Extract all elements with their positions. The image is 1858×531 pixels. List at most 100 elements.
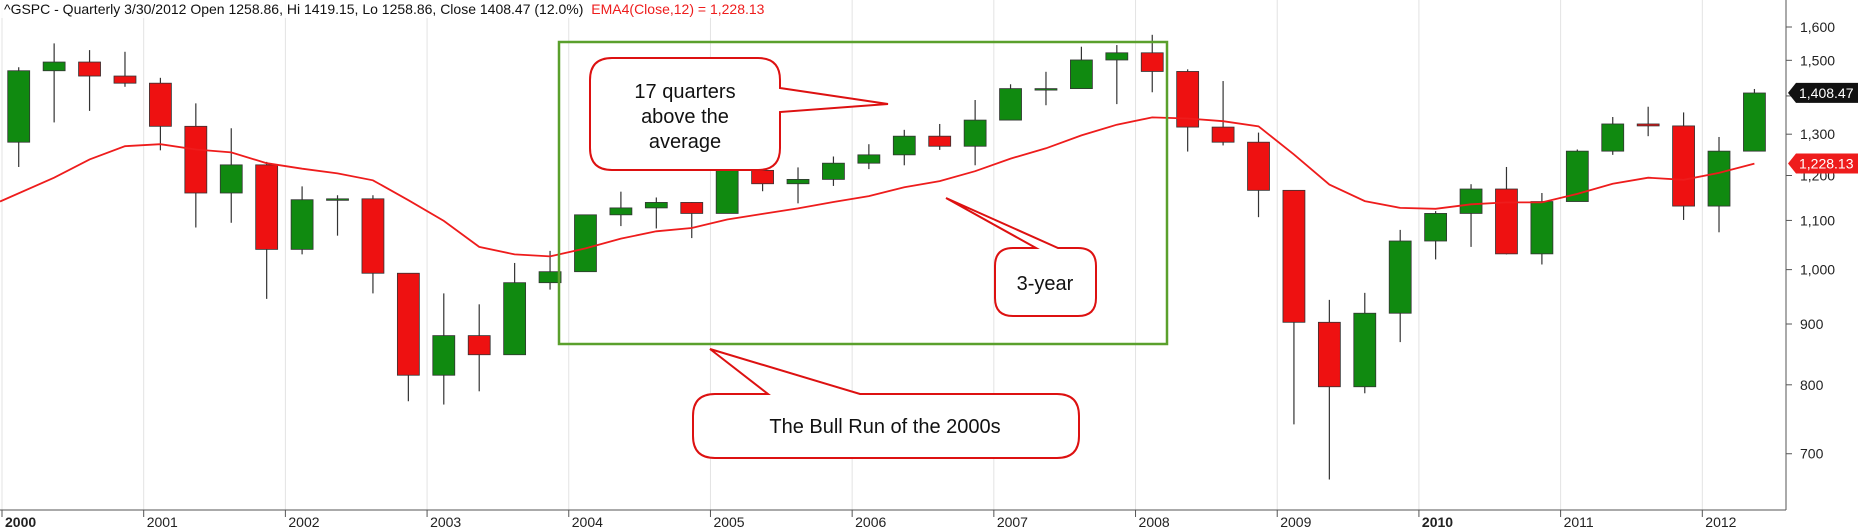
candle-body (42, 61, 66, 72)
candle (609, 191, 633, 227)
candle (1707, 136, 1731, 233)
candle-body (1353, 312, 1377, 388)
callout-bull-run-text: The Bull Run of the 2000s (769, 416, 1000, 438)
callout-3-year-text: 3-year (1017, 273, 1074, 295)
candle (1176, 69, 1200, 152)
candle (326, 195, 349, 236)
candle-body (113, 75, 137, 84)
candle-body (574, 214, 597, 273)
candle (1070, 46, 1093, 90)
candles (7, 34, 1766, 480)
candle (786, 167, 810, 204)
candle-body (1424, 213, 1448, 242)
y-tick-label: 700 (1800, 446, 1824, 462)
candle (892, 129, 916, 166)
last-price-tag: 1,408.47 (1788, 82, 1858, 103)
candle (219, 128, 243, 223)
y-tick-label: 800 (1800, 377, 1824, 393)
candle (574, 214, 597, 273)
candle (715, 168, 739, 214)
candle (1424, 211, 1448, 260)
callout-bull-run-bubble (692, 348, 1080, 459)
candle (1353, 292, 1377, 394)
candle (149, 77, 172, 151)
candle-body (1743, 92, 1766, 152)
candle (184, 103, 208, 228)
candle-body (857, 154, 881, 164)
callout-17-quarters: 17 quarters above the average (589, 57, 889, 171)
candle-body (609, 207, 633, 216)
candle (1459, 184, 1483, 247)
candle (1601, 117, 1625, 155)
x-tick-label: 2003 (430, 514, 461, 530)
candle-body (1034, 88, 1058, 91)
candle (467, 304, 491, 392)
callout-17-quarters-line3: average (649, 131, 721, 153)
candle-body (822, 162, 845, 180)
candle-body (7, 70, 31, 143)
header-backdrop (0, 0, 800, 18)
ema-price-tag-label: 1,228.13 (1799, 156, 1854, 172)
candle (538, 250, 562, 290)
x-tick-label: 2008 (1139, 514, 1170, 530)
candle-body (290, 199, 314, 250)
candle-body (1672, 125, 1695, 207)
candle (1140, 34, 1164, 93)
x-tick-label: 2012 (1705, 514, 1736, 530)
candle-body (396, 272, 420, 376)
x-tick-label: 2002 (288, 514, 319, 530)
candle (78, 50, 101, 111)
chart-header-line: ^GSPC - Quarterly 3/30/2012 Open 1258.86… (4, 1, 765, 17)
candle (42, 43, 66, 123)
candle-body (963, 119, 987, 147)
candle-body (1247, 141, 1270, 191)
candle (1743, 88, 1766, 152)
candle (1636, 106, 1660, 137)
candle-body (1176, 71, 1200, 128)
candle (1317, 299, 1341, 480)
x-tick-label: 2004 (572, 514, 603, 530)
candle-body (715, 169, 739, 214)
callout-3-year-bubble (945, 197, 1097, 317)
y-tick-label: 900 (1800, 316, 1824, 332)
candle (680, 201, 704, 239)
candle-body (999, 88, 1022, 121)
candle-body (1636, 123, 1660, 127)
candle-body (1211, 126, 1235, 143)
x-axis: 2000 2001 2002 2003 2004 2005 2006 2007 2008 2009… (0, 509, 1786, 530)
candle-body (1317, 321, 1341, 388)
candle-body (892, 135, 916, 156)
candle (290, 186, 314, 255)
candle (1388, 229, 1412, 343)
candle (255, 161, 279, 299)
candle-body (78, 61, 101, 77)
y-tick-label: 1,500 (1800, 52, 1835, 68)
ema-summary: EMA4(Close,12) = 1,228.13 (591, 1, 764, 17)
candle (503, 262, 527, 356)
candle-body (184, 125, 208, 194)
candle-body (786, 178, 810, 185)
ema-line (0, 116, 1755, 258)
candle (396, 272, 420, 402)
x-tick-label: 2011 (1564, 514, 1594, 530)
candle-body (1388, 240, 1412, 314)
ema-line-group (0, 116, 1755, 258)
gridlines (1, 0, 1703, 510)
callout-bull-run: The Bull Run of the 2000s (692, 348, 1080, 459)
candle (1247, 132, 1270, 218)
candle-body (361, 198, 385, 274)
candle-body (1495, 188, 1518, 255)
candle (1530, 193, 1554, 265)
callout-17-quarters-bubble (589, 57, 889, 171)
candle-body (255, 164, 279, 250)
candle-body (1140, 52, 1164, 72)
candle-body (432, 335, 456, 376)
candle-body (1530, 201, 1554, 255)
candle (1672, 112, 1695, 220)
candle (361, 195, 385, 294)
candle (928, 123, 952, 150)
callout-3-year: 3-year (945, 197, 1097, 317)
candle-body (751, 169, 774, 185)
candle-body (467, 335, 491, 356)
candle (7, 67, 31, 167)
